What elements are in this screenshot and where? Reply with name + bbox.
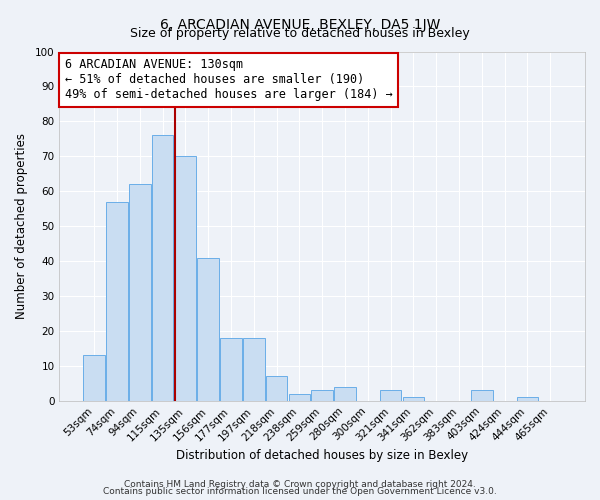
Text: 6 ARCADIAN AVENUE: 130sqm
← 51% of detached houses are smaller (190)
49% of semi: 6 ARCADIAN AVENUE: 130sqm ← 51% of detac… — [65, 58, 392, 102]
Bar — [334, 387, 356, 401]
Bar — [243, 338, 265, 401]
Text: Contains public sector information licensed under the Open Government Licence v3: Contains public sector information licen… — [103, 488, 497, 496]
Y-axis label: Number of detached properties: Number of detached properties — [15, 133, 28, 319]
Bar — [471, 390, 493, 401]
Bar — [175, 156, 196, 401]
Bar — [129, 184, 151, 401]
Bar — [517, 398, 538, 401]
Bar — [289, 394, 310, 401]
Bar — [220, 338, 242, 401]
Bar — [83, 356, 105, 401]
X-axis label: Distribution of detached houses by size in Bexley: Distribution of detached houses by size … — [176, 450, 468, 462]
Bar — [380, 390, 401, 401]
Text: 6, ARCADIAN AVENUE, BEXLEY, DA5 1JW: 6, ARCADIAN AVENUE, BEXLEY, DA5 1JW — [160, 18, 440, 32]
Bar — [311, 390, 333, 401]
Text: Contains HM Land Registry data © Crown copyright and database right 2024.: Contains HM Land Registry data © Crown c… — [124, 480, 476, 489]
Bar — [106, 202, 128, 401]
Bar — [403, 398, 424, 401]
Bar — [266, 376, 287, 401]
Bar — [152, 136, 173, 401]
Bar — [197, 258, 219, 401]
Text: Size of property relative to detached houses in Bexley: Size of property relative to detached ho… — [130, 28, 470, 40]
